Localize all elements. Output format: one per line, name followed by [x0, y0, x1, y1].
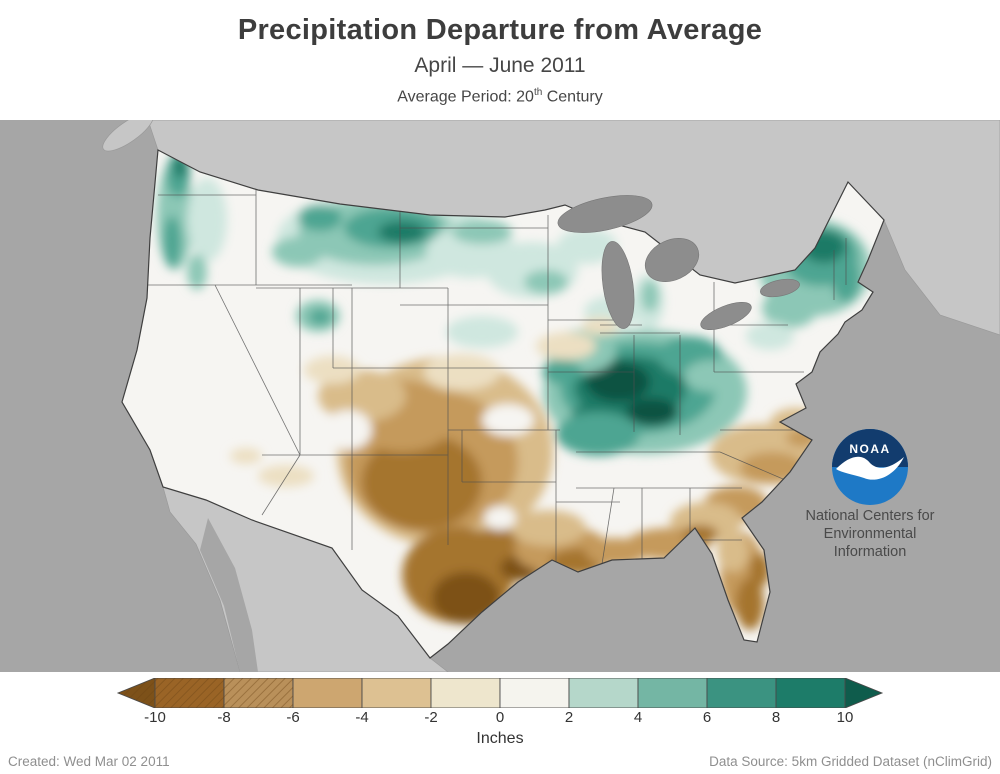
- colorbar-tick-label: -10: [144, 709, 166, 726]
- org-name-line: Environmental: [824, 526, 917, 542]
- colorbar-tick-label: -2: [424, 709, 438, 726]
- legend: -10 -8 -6 -4 -2 0 2 4 6 8 10 Inches: [0, 678, 1000, 748]
- great-lakes: [557, 195, 800, 331]
- colorbar-segment: [430, 678, 501, 708]
- us-precipitation-map: NOAA National Centers for Environmental …: [0, 120, 1000, 672]
- colorbar-tick-label: 4: [633, 709, 643, 726]
- average-period-superscript: th: [533, 87, 543, 98]
- colorbar-tick-label: 0: [495, 709, 505, 726]
- page-title: Precipitation Departure from Average: [237, 14, 763, 46]
- lake-ontario: [760, 278, 800, 298]
- noaa-logo: NOAA: [832, 429, 908, 505]
- colorbar-tick-label: -8: [217, 709, 231, 726]
- noaa-logo-upper-half: [832, 429, 908, 467]
- colorbar-ticks: -10 -8 -6 -4 -2 0 2 4 6 8 10: [115, 709, 885, 728]
- lake-michigan: [601, 241, 635, 329]
- colorbar-segment: [361, 678, 432, 708]
- colorbar-tick-label: -6: [286, 709, 300, 726]
- colorbar-hatch-overlay: [155, 678, 293, 708]
- colorbar-right-arrow: [844, 678, 884, 708]
- noaa-seagull-icon: [836, 456, 904, 480]
- colorbar-tick-label: 10: [836, 709, 854, 726]
- colorbar-tick-label: -4: [355, 709, 369, 726]
- org-name-line: Information: [834, 544, 907, 560]
- lake-erie: [700, 301, 752, 331]
- colorbar-segment: [568, 678, 639, 708]
- colorbar-tick-label: 8: [771, 709, 781, 726]
- colorbar-segment: [706, 678, 777, 708]
- created-date: Created: Wed Mar 02 2011: [8, 754, 170, 769]
- noaa-org-name: National Centers for Environmental Infor…: [806, 508, 935, 560]
- colorbar-segment: [292, 678, 363, 708]
- lake-superior: [557, 195, 653, 233]
- average-period-suffix: Century: [542, 88, 603, 106]
- map-area: NOAA National Centers for Environmental …: [0, 120, 1000, 672]
- data-source: Data Source: 5km Gridded Dataset (nClimG…: [709, 754, 992, 769]
- average-period-prefix: Average Period: 20: [397, 88, 534, 106]
- colorbar: [116, 678, 884, 708]
- wet-anomaly-blobs: [157, 153, 871, 456]
- colorbar-segment: [637, 678, 708, 708]
- date-range-subtitle: April — June 2011: [414, 54, 586, 77]
- noaa-logo-text: NOAA: [849, 442, 890, 456]
- org-name-line: National Centers for: [806, 508, 935, 524]
- state-borders: [132, 150, 847, 565]
- legend-unit-label: Inches: [476, 730, 524, 747]
- vancouver-island: [102, 120, 154, 152]
- colorbar-tick-label: 2: [564, 709, 574, 726]
- gulf-of-california: [200, 518, 258, 672]
- colorbar-hatch-overlay: [118, 678, 155, 708]
- colorbar-tick-label: 6: [702, 709, 712, 726]
- lake-huron: [644, 238, 700, 282]
- colorbar-segment: [499, 678, 570, 708]
- colorbar-segment: [775, 678, 846, 708]
- average-period-label: Average Period: 20th Century: [0, 87, 1000, 106]
- header: Precipitation Departure from Average Apr…: [0, 0, 1000, 120]
- footer: Created: Wed Mar 02 2011 Data Source: 5k…: [0, 754, 1000, 769]
